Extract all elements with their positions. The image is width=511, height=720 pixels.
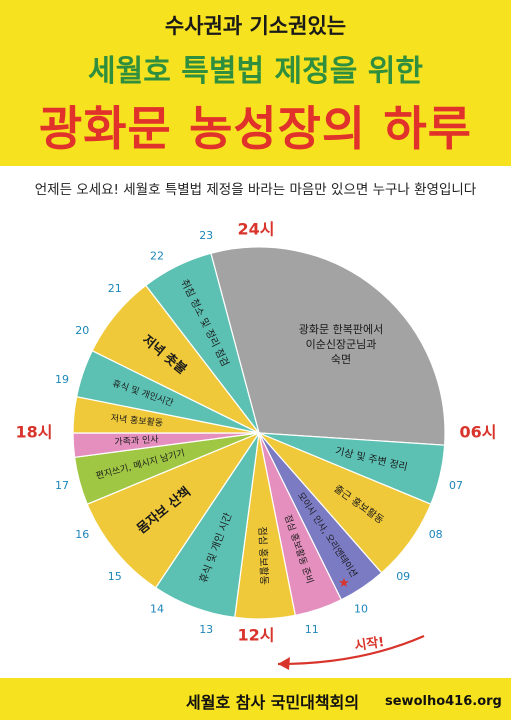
start-label: 시작! [354, 634, 386, 654]
sector-sleep [210, 246, 446, 446]
start-star-icon: ★ [338, 576, 350, 591]
hour-label-10: 10 [354, 603, 368, 616]
hour-label-08: 08 [429, 528, 443, 541]
hour-label-19: 19 [55, 373, 69, 386]
sector-label-family-greeting: 가족과 인사 [114, 434, 160, 448]
hour-label-07: 07 [449, 479, 463, 492]
title-line-1: 수사권과 기소권있는 [164, 14, 347, 38]
sector-sign-campaign [86, 431, 261, 589]
hour-label-14: 14 [150, 603, 164, 616]
hour-label-20: 20 [75, 324, 89, 337]
footer-website[interactable]: sewolho416.org [385, 694, 502, 709]
hour-label-22: 22 [150, 249, 164, 262]
hour-label-17: 17 [55, 479, 69, 492]
main-hour-06: 06시 [460, 423, 497, 442]
start-arrow-line [277, 634, 425, 666]
footer-band [0, 678, 511, 720]
hour-label-15: 15 [108, 570, 122, 583]
sector-night-cleanup [144, 252, 260, 434]
subtitle: 언제든 오세요! 세월호 특별법 제정을 바라는 마음만 있으면 누구나 환영입… [34, 182, 477, 198]
hour-label-13: 13 [199, 623, 213, 636]
hour-label-16: 16 [75, 528, 89, 541]
title-line-2: 세월호 특별법 제정을 위한 [88, 54, 423, 89]
sector-label-lunch-campaign: 점심 홍보활동 [256, 526, 271, 585]
header-band [0, 0, 511, 166]
title-line-3: 광화문 농성장의 하루 [39, 102, 472, 157]
hour-label-09: 09 [396, 570, 410, 583]
hour-label-11: 11 [305, 623, 319, 636]
hour-label-23: 23 [199, 229, 213, 242]
hour-label-21: 21 [108, 282, 122, 295]
start-arrow-head [278, 657, 290, 670]
main-hour-24: 24시 [238, 220, 275, 239]
footer-org: 세월호 참사 국민대책회의 [186, 693, 360, 712]
main-hour-18: 18시 [16, 423, 53, 442]
main-hour-12: 12시 [238, 626, 275, 645]
sector-label-sleep: 광화문 한복판에서 이순신장군님과 숙면 [299, 323, 383, 366]
